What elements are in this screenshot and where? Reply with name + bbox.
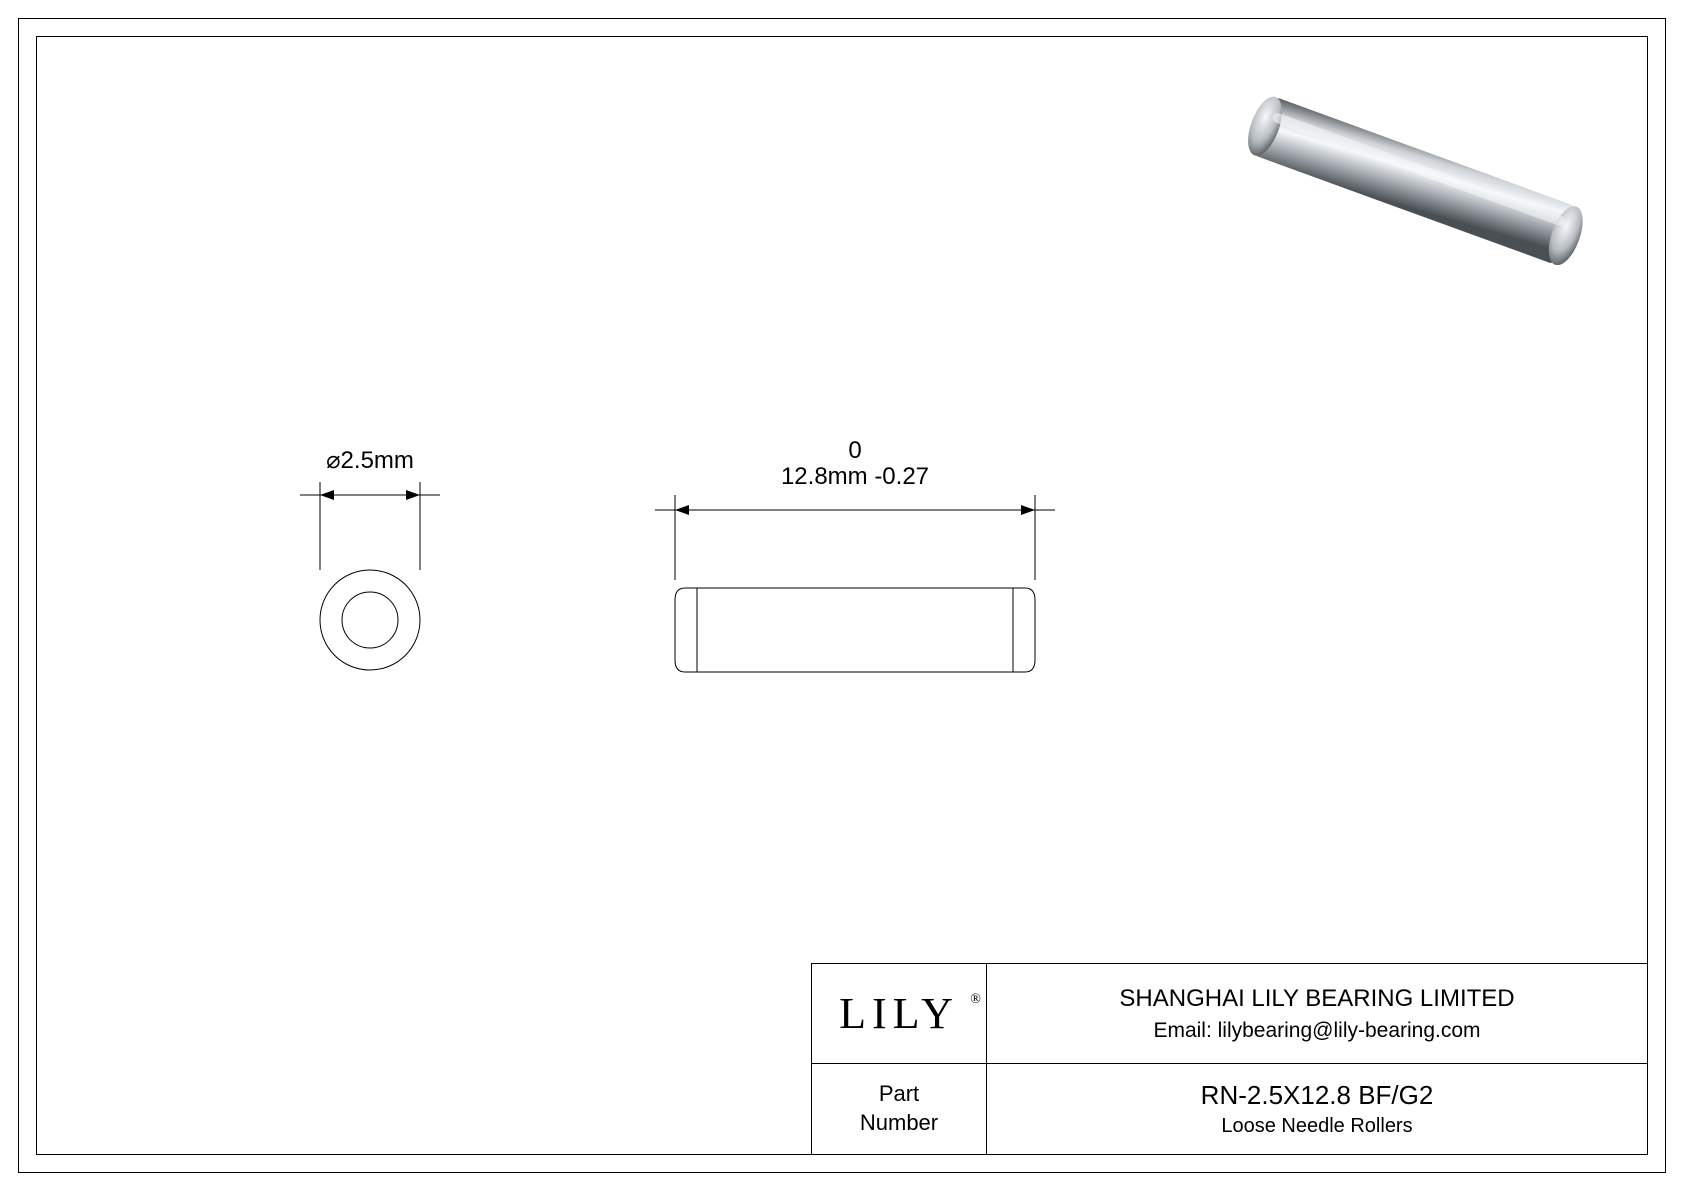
side-view: 0 12.8mm -0.27 [640, 440, 1090, 700]
diameter-dim-text: ⌀2.5mm [326, 447, 414, 474]
part-label-line2: Number [860, 1110, 938, 1135]
end-view-svg: ⌀2.5mm [270, 440, 470, 700]
side-view-body [675, 588, 1035, 672]
render-3d [1200, 65, 1640, 265]
part-label-line1: Part [879, 1081, 919, 1106]
side-view-svg: 0 12.8mm -0.27 [640, 440, 1090, 700]
part-description: Loose Needle Rollers [1221, 1115, 1412, 1138]
logo-registered: ® [970, 992, 981, 1008]
render-3d-svg [1200, 65, 1640, 265]
company-email: Email: lilybearing@lily-bearing.com [1153, 1019, 1480, 1043]
end-view-inner-circle [342, 592, 398, 648]
title-block-company-cell: SHANGHAI LILY BEARING LIMITED Email: lil… [987, 964, 1647, 1064]
length-dim-text: 12.8mm -0.27 [781, 463, 929, 490]
part-label: Part Number [860, 1080, 938, 1137]
end-view: ⌀2.5mm [270, 440, 470, 700]
title-block: LILY ® SHANGHAI LILY BEARING LIMITED Emai… [811, 963, 1647, 1154]
title-block-partlabel-cell: Part Number [812, 1064, 987, 1154]
length-upper-tol: 0 [848, 440, 861, 464]
end-view-outer-circle [320, 570, 420, 670]
part-number: RN-2.5X12.8 BF/G2 [1201, 1080, 1434, 1111]
title-block-partnum-cell: RN-2.5X12.8 BF/G2 Loose Needle Rollers [987, 1064, 1647, 1154]
logo-text: LILY® [839, 988, 959, 1039]
logo-word: LILY [839, 989, 959, 1038]
title-block-logo-cell: LILY ® [812, 964, 987, 1064]
company-name: SHANGHAI LILY BEARING LIMITED [1119, 985, 1514, 1013]
